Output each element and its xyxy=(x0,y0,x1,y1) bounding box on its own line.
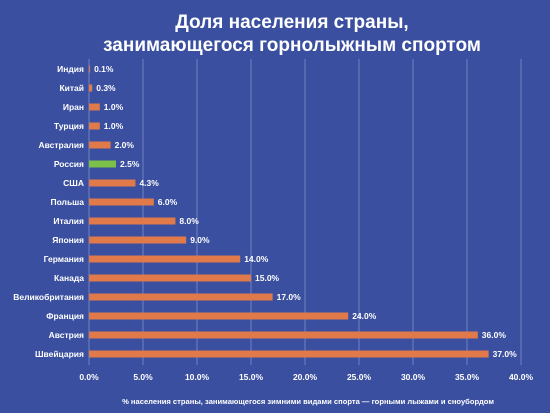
value-label: 0.1% xyxy=(94,64,114,74)
category-label: Австралия xyxy=(38,140,84,150)
bar xyxy=(89,179,136,187)
category-label: Австрия xyxy=(49,330,84,340)
x-tick-label: 30.0% xyxy=(401,372,426,382)
value-label: 36.0% xyxy=(482,330,507,340)
bars: Индия 0.1% Китай 0.3% Иран 1.0% Турция 1.0% Авст… xyxy=(13,64,517,359)
bar xyxy=(89,160,116,168)
category-label: США xyxy=(63,178,84,188)
bar xyxy=(89,65,91,73)
bar xyxy=(89,217,176,225)
bar xyxy=(89,255,241,263)
bar xyxy=(89,293,273,301)
x-tick-label: 35.0% xyxy=(455,372,480,382)
bar xyxy=(89,103,100,111)
bar xyxy=(89,236,187,244)
value-label: 15.0% xyxy=(255,273,280,283)
value-label: 1.0% xyxy=(104,121,124,131)
bar xyxy=(89,84,93,92)
value-label: 24.0% xyxy=(352,311,377,321)
x-tick-label: 0.0% xyxy=(79,372,99,382)
x-axis-label: % населения страны, занимающегося зимним… xyxy=(122,397,494,406)
category-label: Турция xyxy=(54,121,84,131)
category-label: Великобритания xyxy=(13,292,84,302)
value-label: 1.0% xyxy=(104,102,124,112)
value-label: 2.5% xyxy=(120,159,140,169)
chart-title-line-1: Доля населения страны, xyxy=(175,12,408,33)
value-label: 9.0% xyxy=(190,235,210,245)
value-label: 8.0% xyxy=(179,216,199,226)
bar xyxy=(89,350,489,358)
bar xyxy=(89,122,100,130)
x-axis-ticks: 0.0% 5.0% 10.0% 15.0% 20.0% 25.0% 30.0% 35.0% 40… xyxy=(79,372,533,382)
category-label: Польша xyxy=(50,197,84,207)
x-tick-label: 20.0% xyxy=(293,372,318,382)
x-tick-label: 25.0% xyxy=(347,372,372,382)
bar xyxy=(89,331,478,339)
x-tick-label: 5.0% xyxy=(133,372,153,382)
category-label: Китай xyxy=(59,83,84,93)
category-label: Франция xyxy=(46,311,84,321)
value-label: 4.3% xyxy=(139,178,159,188)
x-tick-label: 40.0% xyxy=(509,372,534,382)
category-label: Япония xyxy=(52,235,84,245)
category-label: Россия xyxy=(54,159,84,169)
bar xyxy=(89,312,349,320)
category-label: Германия xyxy=(44,254,84,264)
value-label: 17.0% xyxy=(277,292,302,302)
category-label: Индия xyxy=(57,64,84,74)
value-label: 14.0% xyxy=(244,254,269,264)
category-label: Иран xyxy=(63,102,84,112)
category-label: Канада xyxy=(54,273,84,283)
bar xyxy=(89,274,251,282)
x-tick-label: 15.0% xyxy=(239,372,264,382)
value-label: 37.0% xyxy=(493,349,518,359)
value-label: 2.0% xyxy=(115,140,135,150)
value-label: 0.3% xyxy=(96,83,116,93)
bar xyxy=(89,141,111,149)
value-label: 6.0% xyxy=(158,197,178,207)
bar xyxy=(89,198,154,206)
category-label: Швейцария xyxy=(35,349,84,359)
chart-title-line-2: занимающегося горнолыжным спортом xyxy=(103,35,481,56)
x-tick-label: 10.0% xyxy=(185,372,210,382)
category-label: Италия xyxy=(53,216,84,226)
